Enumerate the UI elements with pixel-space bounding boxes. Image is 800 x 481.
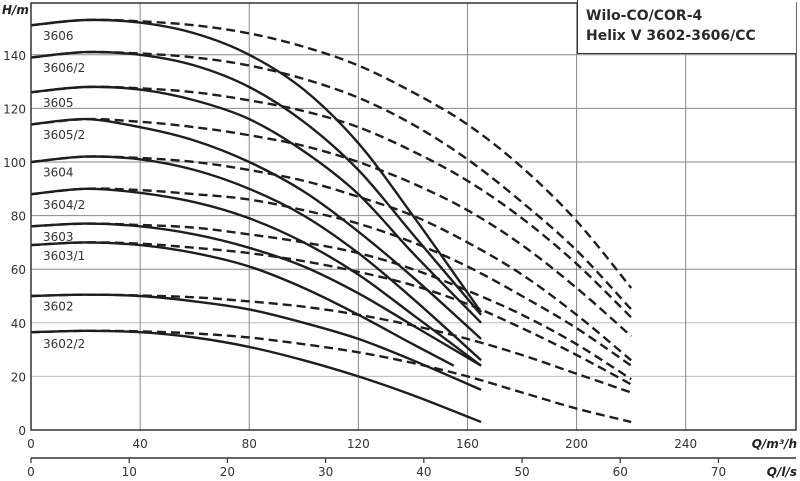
curve-3604-2-dashed xyxy=(30,187,632,367)
y-tick-label: 80 xyxy=(11,210,26,224)
curve-label: 3604 xyxy=(43,166,74,180)
plot-frame xyxy=(30,2,797,431)
x2-tick-label: 20 xyxy=(220,465,235,479)
curve-label: 3602/2 xyxy=(43,337,85,351)
y-tick-label: 40 xyxy=(11,317,26,331)
curve-label: 3605 xyxy=(43,96,74,110)
curve-3602-2-dashed xyxy=(30,329,632,424)
x-tick-label: 80 xyxy=(242,437,257,451)
curve-label: 3606 xyxy=(43,29,74,43)
y-tick-label: 20 xyxy=(11,370,26,384)
y-axis-title: H/m xyxy=(2,3,29,17)
y-tick-label: 140 xyxy=(3,49,26,63)
curve-3605-dashed xyxy=(30,85,633,319)
x2-tick-label: 60 xyxy=(613,465,628,479)
chart-title-box: Wilo-CO/COR-4 Helix V 3602-3606/CC xyxy=(577,0,796,54)
curve-3605-2-solid xyxy=(30,117,482,340)
curve-3603-dashed xyxy=(30,222,632,381)
curve-3606-dashed xyxy=(30,18,633,289)
x-tick-label: 40 xyxy=(132,437,147,451)
x2-tick-label: 50 xyxy=(514,465,529,479)
curve-label: 3602 xyxy=(43,300,74,314)
y-tick-label: 100 xyxy=(3,156,26,170)
y-tick-label: 120 xyxy=(3,102,26,116)
curve-label: 3606/2 xyxy=(43,61,85,75)
x-axis-ticks-primary: 0 40 80 120 160 200 240 xyxy=(27,437,697,451)
x-tick-label: 120 xyxy=(347,437,370,451)
x2-tick-label: 10 xyxy=(122,465,137,479)
x2-tick-label: 0 xyxy=(27,465,35,479)
curve-3603-1-dashed xyxy=(30,241,632,386)
x-axis-ticks-secondary: 0 10 20 30 40 50 60 70 xyxy=(27,458,726,479)
curve-3605-2-dashed xyxy=(30,117,632,338)
x-axis-title-primary: Q/m³/h xyxy=(752,437,797,451)
x2-tick-label: 30 xyxy=(318,465,333,479)
chart-title-line1: Wilo-CO/COR-4 xyxy=(586,8,703,24)
curve-label: 3603 xyxy=(43,230,74,244)
x-tick-label: 200 xyxy=(565,437,588,451)
x-tick-label: 160 xyxy=(456,437,479,451)
x2-tick-label: 40 xyxy=(416,465,431,479)
curve-label: 3603/1 xyxy=(43,249,85,263)
x-axis-title-secondary: Q/l/s xyxy=(767,465,797,479)
x-tick-label: 240 xyxy=(674,437,697,451)
curve-label: 3605/2 xyxy=(43,128,85,142)
x2-tick-label: 70 xyxy=(711,465,726,479)
y-tick-label: 0 xyxy=(18,424,26,438)
curve-label: 3604/2 xyxy=(43,198,85,212)
curve-labels: 3606 3606/2 3605 3605/2 3604 3604/2 3603 3603/1… xyxy=(43,29,85,351)
chart-title-line2: Helix V 3602-3606/CC xyxy=(586,28,756,44)
x-tick-label: 0 xyxy=(27,437,35,451)
pump-curves xyxy=(30,18,633,424)
curve-3602-dashed xyxy=(30,293,632,394)
y-axis-ticks: 0 20 40 60 80 100 120 140 xyxy=(3,49,26,438)
curve-3604-dashed xyxy=(30,155,632,362)
y-tick-label: 60 xyxy=(11,263,26,277)
